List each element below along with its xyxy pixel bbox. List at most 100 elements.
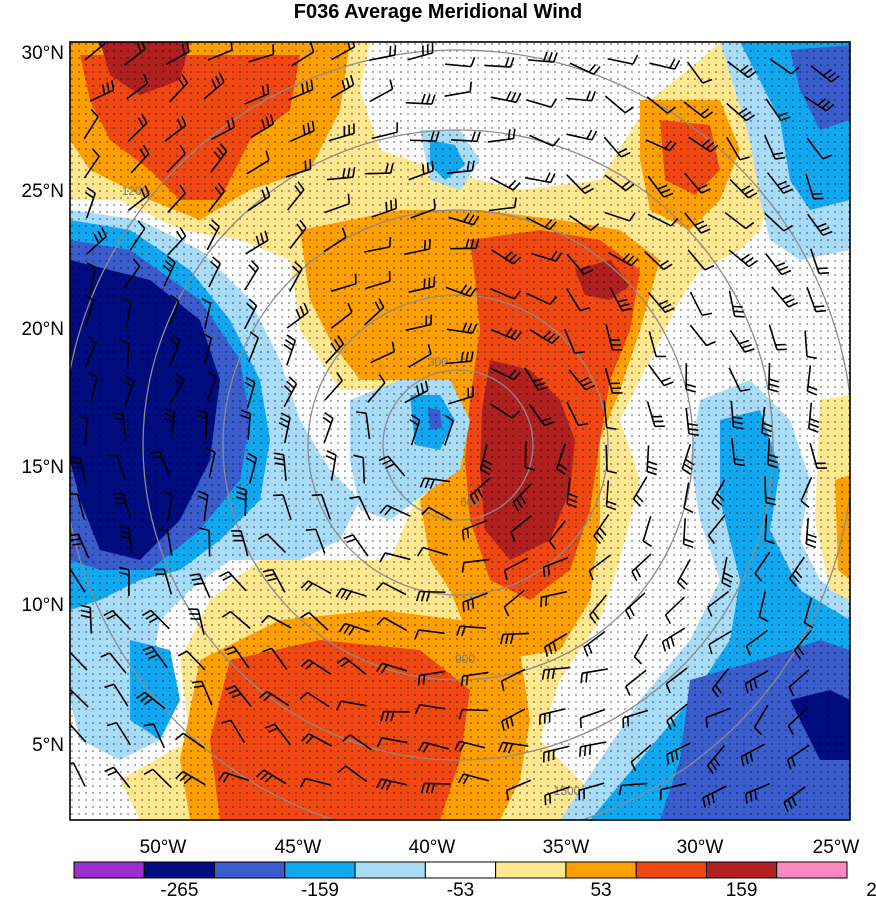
wind-barb <box>510 515 532 542</box>
wind-barb <box>119 339 130 370</box>
wind-barb <box>199 527 211 557</box>
wind-barb <box>235 486 247 516</box>
wind-barb <box>283 376 298 408</box>
wind-barb <box>771 286 798 308</box>
wind-barb <box>711 479 726 511</box>
range-ring-300 <box>382 369 534 521</box>
wind-barb <box>164 115 187 142</box>
wind-barb <box>337 765 368 783</box>
wind-barb <box>311 493 331 520</box>
wind-barb <box>808 402 820 433</box>
colorbar-tick-label: 159 <box>726 880 758 900</box>
wind-barb <box>407 42 434 61</box>
wind-barb <box>524 367 549 391</box>
latitude-label: 25°N <box>22 181 64 202</box>
wind-barb <box>189 573 211 599</box>
wind-barb <box>707 514 726 545</box>
latitude-label: 5°N <box>32 735 64 756</box>
wind-barb <box>162 255 176 287</box>
wind-barb <box>165 42 190 65</box>
wind-barb <box>491 249 522 265</box>
wind-barb <box>286 302 309 329</box>
range-ring-1200 <box>142 129 774 761</box>
wind-barb <box>531 250 563 262</box>
colorbar <box>73 861 848 879</box>
colorbar-tick-label: -265 <box>160 880 198 900</box>
wind-barb <box>604 211 636 222</box>
wind-barb <box>247 331 260 363</box>
wind-barb <box>113 492 132 519</box>
wind-barb <box>490 91 522 104</box>
wind-barb <box>245 230 269 255</box>
range-ring-label: 1500 <box>554 784 581 798</box>
wind-barb <box>376 662 408 674</box>
wind-barb <box>754 551 771 582</box>
wind-barb <box>142 646 168 669</box>
wind-barb <box>106 721 131 746</box>
wind-barb <box>489 176 521 191</box>
wind-barb <box>244 83 270 105</box>
wind-barb <box>683 101 714 119</box>
wind-barb <box>104 766 131 789</box>
wind-barb <box>708 630 732 655</box>
wind-barb <box>622 709 649 729</box>
longitude-label: 30°W <box>677 837 724 858</box>
wind-barb <box>809 442 828 469</box>
wind-barb <box>104 683 129 707</box>
wind-barb <box>625 669 647 696</box>
wind-barb <box>460 671 489 687</box>
wind-barb <box>136 691 166 710</box>
wind-barb <box>646 401 665 428</box>
wind-barb <box>364 236 392 253</box>
wind-barb <box>588 554 611 581</box>
longitude-label: 35°W <box>543 837 590 858</box>
wind-barb <box>208 256 221 288</box>
wind-barb <box>206 219 220 251</box>
latitude-label: 10°N <box>22 595 64 616</box>
significance-stipple <box>70 42 850 820</box>
wind-barb <box>119 566 130 596</box>
wind-barb <box>806 365 818 396</box>
wind-barb <box>257 533 287 553</box>
colorbar-swatch <box>565 861 637 879</box>
wind-barb <box>210 143 228 173</box>
wind-barb <box>86 262 97 294</box>
wind-barb <box>783 786 806 813</box>
range-ring-label: 300 <box>428 355 448 369</box>
range-ring-600 <box>307 294 609 596</box>
wind-barb <box>469 477 491 505</box>
wind-barb <box>289 219 307 250</box>
wind-barb <box>804 95 835 112</box>
wind-barb <box>806 286 827 313</box>
wind-barb <box>444 414 454 446</box>
wind-barb <box>408 344 432 368</box>
wind-barb <box>579 741 607 757</box>
wind-barb <box>490 327 522 341</box>
wind-barb <box>300 580 332 595</box>
wind-barb <box>175 770 206 786</box>
wind-barb <box>206 370 217 402</box>
wind-barb <box>273 494 292 520</box>
wind-barb <box>625 592 646 620</box>
wind-barb <box>416 546 449 557</box>
wind-barb <box>380 710 410 722</box>
wind-barb <box>729 329 755 353</box>
colorbar-swatch <box>424 861 497 879</box>
wind-barb <box>328 123 355 142</box>
wind-barb <box>250 114 275 139</box>
wind-barb <box>529 134 561 147</box>
wind-barb <box>458 708 489 720</box>
wind-barb <box>218 771 250 783</box>
wind-barb <box>169 334 181 366</box>
wind-barb <box>256 769 287 785</box>
map-title: F036 Average Meridional Wind <box>293 1 583 23</box>
wind-barb <box>330 302 353 329</box>
wind-barb <box>162 490 173 522</box>
wind-barb <box>202 332 213 364</box>
wind-barb <box>376 617 408 632</box>
wind-barb <box>418 741 450 753</box>
wind-barb <box>248 44 275 63</box>
wind-barb <box>526 216 557 231</box>
wind-barb <box>705 707 731 728</box>
wind-barb <box>123 258 141 288</box>
